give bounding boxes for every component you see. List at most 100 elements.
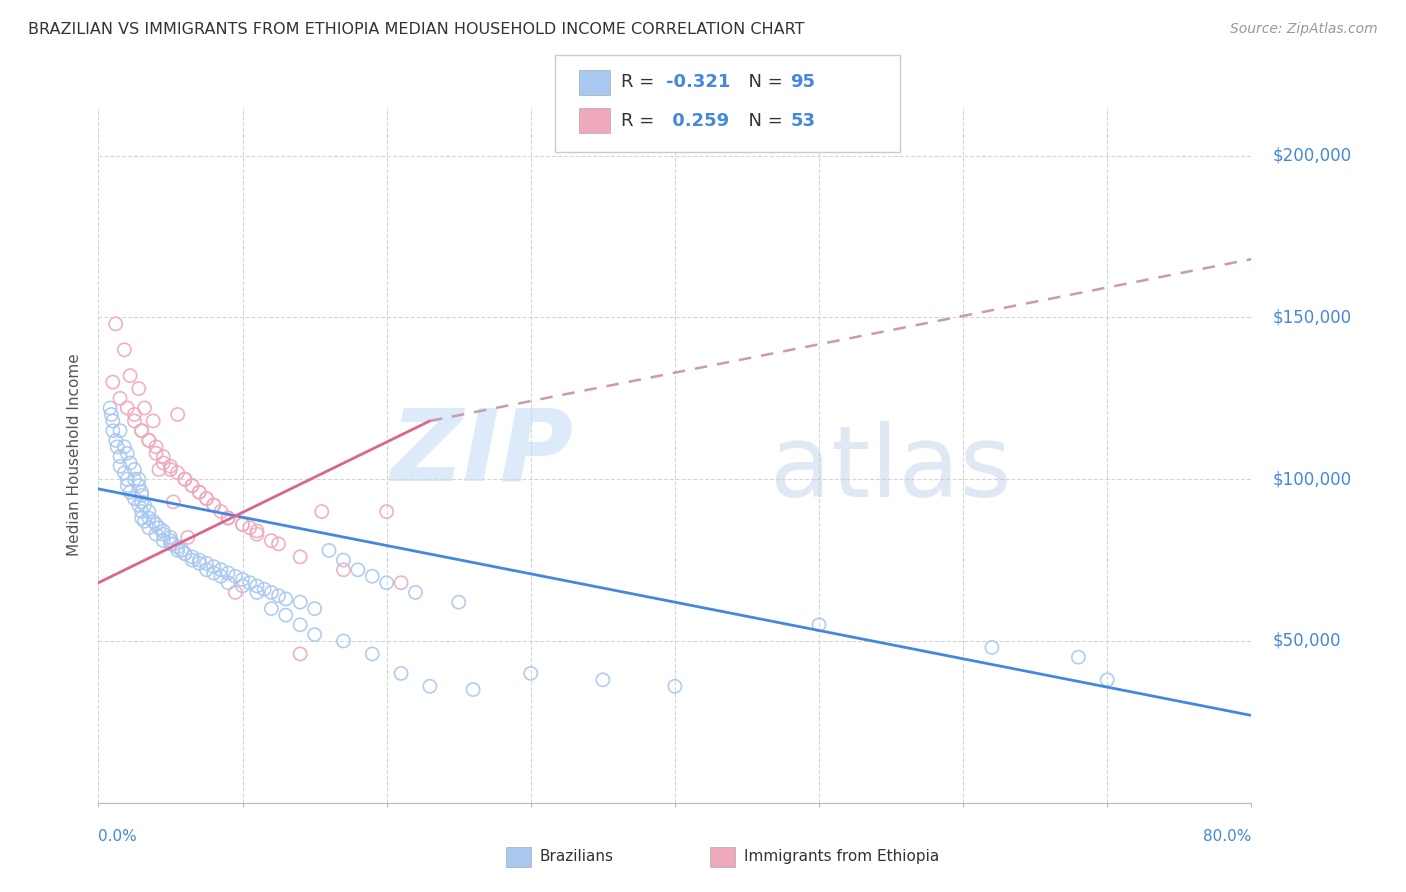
Point [105, 440, 128, 454]
Point [188, 557, 211, 571]
Point [117, 401, 138, 415]
Point [120, 456, 142, 470]
Point [174, 472, 197, 486]
Point [166, 540, 188, 554]
Point [159, 462, 181, 476]
Point [195, 491, 218, 506]
Text: N =: N = [737, 112, 789, 130]
Point [131, 424, 153, 438]
Point [224, 569, 246, 583]
Point [100, 408, 122, 422]
Point [246, 585, 269, 599]
Text: Source: ZipAtlas.com: Source: ZipAtlas.com [1230, 22, 1378, 37]
Point [117, 446, 138, 460]
Point [231, 517, 254, 532]
Point [202, 498, 225, 512]
Point [1067, 650, 1090, 665]
Point [246, 579, 269, 593]
Point [117, 478, 138, 492]
Text: 80.0%: 80.0% [1204, 830, 1251, 844]
Point [807, 617, 830, 632]
Point [195, 491, 218, 506]
Point [174, 547, 197, 561]
Text: 0.0%: 0.0% [98, 830, 138, 844]
Point [138, 511, 160, 525]
Point [520, 666, 543, 681]
Point [124, 408, 146, 422]
Point [274, 608, 297, 623]
Text: BRAZILIAN VS IMMIGRANTS FROM ETHIOPIA MEDIAN HOUSEHOLD INCOME CORRELATION CHART: BRAZILIAN VS IMMIGRANTS FROM ETHIOPIA ME… [28, 22, 804, 37]
Point [128, 478, 150, 492]
Point [166, 408, 188, 422]
Point [108, 392, 131, 406]
Point [209, 504, 232, 518]
Point [162, 495, 184, 509]
Point [104, 434, 127, 448]
Point [138, 504, 160, 518]
Point [174, 472, 197, 486]
Point [98, 401, 121, 415]
Point [112, 440, 135, 454]
Text: $200,000: $200,000 [1272, 146, 1353, 165]
Point [166, 466, 188, 480]
Point [260, 601, 283, 615]
Point [152, 524, 174, 538]
Point [375, 504, 398, 518]
Point [188, 485, 211, 500]
Point [195, 563, 218, 577]
Point [131, 424, 153, 438]
Point [145, 446, 167, 460]
Point [145, 527, 167, 541]
Point [134, 401, 156, 415]
Text: $50,000: $50,000 [1272, 632, 1341, 650]
Text: atlas: atlas [770, 421, 1012, 518]
Point [174, 547, 197, 561]
Point [138, 434, 160, 448]
Point [217, 511, 239, 525]
Point [318, 543, 340, 558]
Point [419, 679, 441, 693]
Point [209, 563, 232, 577]
Point [592, 673, 614, 687]
Point [124, 472, 146, 486]
Point [311, 504, 333, 518]
Point [267, 589, 290, 603]
Point [304, 601, 326, 615]
Point [181, 549, 204, 564]
Point [246, 527, 269, 541]
Text: Brazilians: Brazilians [540, 849, 614, 863]
Point [217, 566, 239, 580]
Text: ZIP: ZIP [391, 405, 574, 502]
Point [142, 514, 165, 528]
Point [231, 573, 254, 587]
Point [389, 575, 412, 590]
Y-axis label: Median Household Income: Median Household Income [67, 353, 83, 557]
Point [120, 485, 142, 500]
Point [332, 563, 354, 577]
Point [209, 569, 232, 583]
Point [246, 524, 269, 538]
Point [981, 640, 1004, 655]
Text: 0.259: 0.259 [666, 112, 730, 130]
Point [145, 440, 167, 454]
Point [375, 575, 398, 590]
Point [134, 514, 156, 528]
Point [290, 647, 312, 661]
Point [159, 533, 181, 548]
Point [134, 498, 156, 512]
Point [124, 414, 146, 428]
Point [447, 595, 470, 609]
Point [181, 553, 204, 567]
Point [253, 582, 276, 597]
Point [104, 317, 127, 331]
Point [108, 450, 131, 464]
Point [148, 462, 170, 476]
Point [145, 517, 167, 532]
Point [170, 543, 193, 558]
Text: 53: 53 [790, 112, 815, 130]
Text: N =: N = [737, 73, 789, 92]
Point [181, 478, 204, 492]
Point [304, 627, 326, 641]
Text: R =: R = [621, 73, 661, 92]
Point [405, 585, 427, 599]
